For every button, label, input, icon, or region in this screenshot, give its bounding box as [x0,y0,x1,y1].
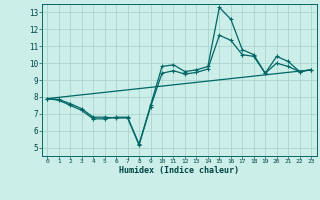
X-axis label: Humidex (Indice chaleur): Humidex (Indice chaleur) [119,166,239,175]
